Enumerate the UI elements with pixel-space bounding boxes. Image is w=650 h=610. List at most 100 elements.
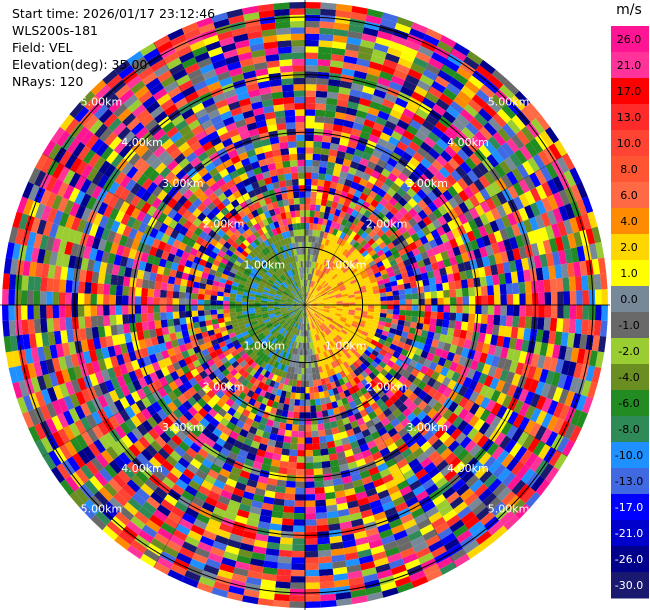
velocity-gate	[514, 259, 524, 272]
velocity-gate	[393, 229, 402, 239]
velocity-gate	[387, 254, 395, 262]
velocity-gate	[173, 318, 181, 326]
velocity-gate	[344, 282, 352, 287]
velocity-gate	[321, 312, 329, 317]
velocity-gate	[310, 316, 314, 323]
velocity-gate	[501, 381, 512, 395]
velocity-gate	[389, 343, 398, 351]
velocity-gate	[405, 305, 413, 311]
velocity-gate	[414, 362, 424, 372]
velocity-gate	[474, 191, 486, 204]
velocity-gate	[365, 405, 374, 415]
velocity-gate	[371, 208, 381, 217]
velocity-gate	[437, 340, 446, 350]
velocity-gate	[323, 351, 329, 358]
velocity-gate	[405, 264, 414, 272]
velocity-gate	[398, 216, 408, 226]
velocity-gate	[318, 556, 333, 564]
velocity-gate	[416, 80, 432, 92]
velocity-gate	[289, 449, 298, 457]
velocity-gate	[403, 202, 413, 213]
velocity-gate	[445, 174, 458, 186]
velocity-gate	[487, 305, 495, 315]
velocity-gate	[381, 245, 390, 254]
velocity-gate	[27, 290, 34, 305]
velocity-gate	[340, 218, 348, 227]
velocity-gate	[335, 372, 343, 380]
velocity-gate	[423, 563, 440, 576]
velocity-gate	[349, 363, 357, 372]
velocity-gate	[367, 364, 376, 372]
velocity-gate	[329, 298, 337, 302]
velocity-gate	[464, 80, 480, 95]
velocity-gate	[383, 340, 392, 348]
velocity-gate	[500, 421, 513, 436]
velocity-gate	[314, 328, 318, 335]
velocity-gate	[494, 252, 503, 265]
velocity-gate	[323, 299, 330, 302]
velocity-gate	[291, 563, 305, 571]
velocity-gate	[452, 181, 464, 194]
velocity-gate	[535, 410, 548, 426]
velocity-gate	[483, 375, 494, 388]
velocity-gate	[379, 403, 389, 413]
velocity-gate	[427, 387, 438, 398]
velocity-gate	[367, 311, 375, 316]
velocity-gate	[408, 327, 417, 335]
velocity-gate	[350, 128, 362, 137]
velocity-gate	[140, 305, 148, 314]
velocity-gate	[518, 316, 526, 329]
velocity-gate	[326, 369, 333, 377]
velocity-gate	[491, 150, 505, 164]
velocity-gate	[348, 327, 356, 334]
velocity-gate	[115, 295, 123, 305]
velocity-gate	[278, 549, 293, 558]
velocity-gate	[363, 391, 372, 401]
velocity-gate	[404, 146, 417, 157]
velocity-gate	[457, 420, 469, 433]
velocity-gate	[431, 186, 443, 198]
velocity-gate	[443, 435, 456, 448]
velocity-gate	[90, 293, 97, 305]
velocity-gate	[352, 175, 362, 184]
velocity-gate	[323, 231, 329, 239]
velocity-gate	[412, 193, 423, 204]
velocity-gate	[461, 347, 470, 358]
velocity-gate	[305, 292, 307, 299]
velocity-gate	[360, 39, 376, 49]
velocity-gate	[235, 301, 242, 305]
velocity-gate	[2, 320, 10, 337]
velocity-gate	[595, 242, 605, 259]
velocity-gate	[322, 330, 328, 337]
velocity-gate	[103, 305, 110, 316]
velocity-gate	[481, 295, 489, 305]
velocity-gate	[420, 157, 432, 169]
velocity-gate	[487, 74, 504, 90]
velocity-gate	[84, 281, 92, 294]
velocity-gate	[450, 48, 467, 62]
velocity-gate	[310, 297, 316, 302]
velocity-gate	[383, 262, 392, 270]
velocity-gate	[320, 600, 337, 608]
velocity-gate	[431, 159, 444, 172]
velocity-gate	[425, 419, 437, 430]
velocity-gate	[452, 416, 464, 429]
velocity-gate	[336, 244, 343, 253]
velocity-gate	[461, 126, 475, 140]
velocity-gate	[295, 475, 305, 482]
velocity-gate	[351, 281, 358, 287]
velocity-gate	[332, 374, 339, 382]
velocity-gate	[313, 335, 317, 342]
velocity-gate	[454, 235, 465, 247]
velocity-gate	[310, 307, 317, 311]
velocity-gate	[309, 210, 315, 218]
velocity-gate	[573, 231, 583, 248]
velocity-gate	[420, 329, 429, 338]
velocity-gate	[533, 255, 542, 269]
velocity-gate	[322, 218, 328, 226]
velocity-gate	[431, 51, 447, 65]
velocity-gate	[452, 444, 465, 457]
velocity-gate	[330, 136, 341, 145]
velocity-gate	[425, 483, 439, 496]
velocity-gate	[478, 372, 488, 385]
